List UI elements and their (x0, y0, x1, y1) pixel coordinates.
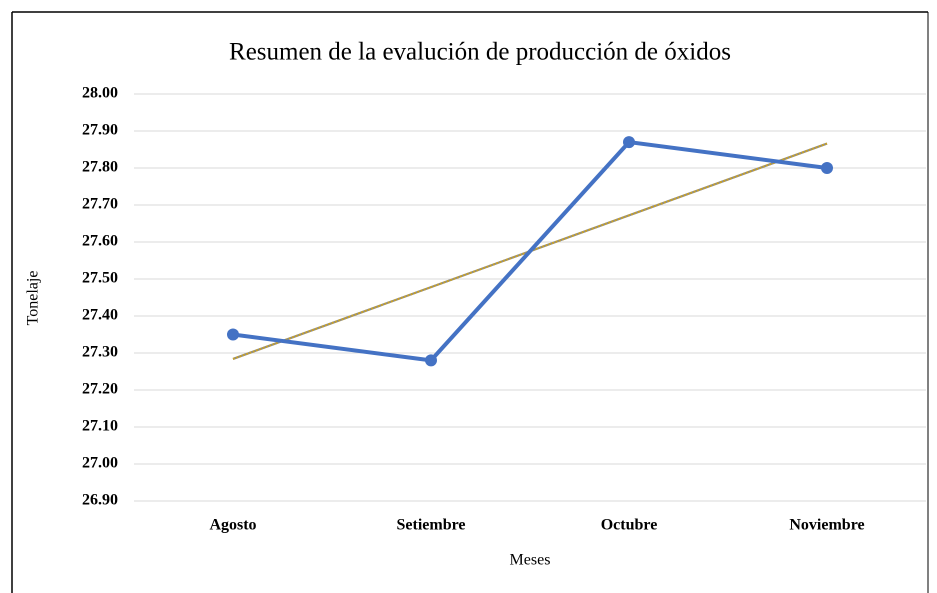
y-tick-label: 27.90 (82, 122, 118, 139)
series-line (232, 140, 828, 363)
y-tick-label: 27.10 (82, 418, 118, 435)
y-tick-label: 26.90 (82, 492, 118, 509)
x-tick-label: Noviembre (789, 517, 864, 534)
point (623, 136, 635, 149)
y-tick-label: 27.70 (82, 196, 118, 213)
y-tick-label: 27.50 (82, 270, 118, 287)
point (227, 328, 239, 341)
x-tick-label: Setiembre (396, 517, 465, 534)
x-axis-title: Meses (510, 552, 551, 569)
y-tick-label: 27.20 (82, 381, 118, 398)
x-tick-label: Octubre (601, 517, 658, 534)
y-axis-title: Tonelaje (25, 271, 42, 326)
y-tick-label: 27.30 (82, 344, 118, 361)
y-tick-label: 27.40 (82, 307, 118, 324)
point (821, 162, 833, 174)
y-tick-label: 27.00 (82, 455, 118, 472)
y-tick-label: 28.00 (82, 85, 118, 102)
chart-title: Resumen de la evalución de producción de… (229, 39, 731, 66)
y-tick-label: 27.60 (82, 233, 118, 250)
y-tick-label: 27.80 (82, 159, 118, 176)
x-tick-label: Agosto (209, 517, 256, 534)
point (425, 354, 437, 367)
